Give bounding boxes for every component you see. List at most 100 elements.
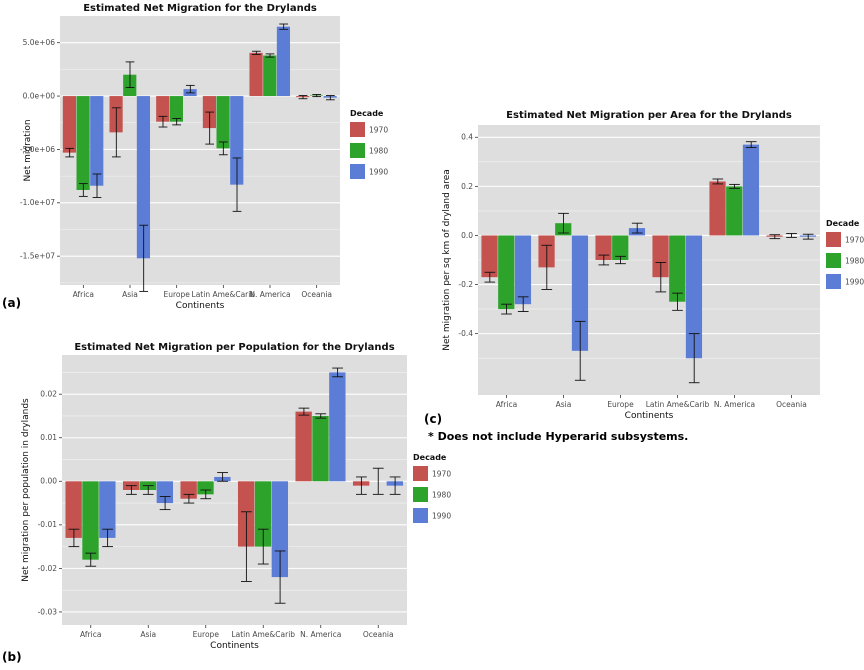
bar-N. America-1990 <box>329 372 346 482</box>
bar-Europe-1980 <box>169 96 184 122</box>
plot-panel <box>60 16 340 285</box>
x-tick-label: Asia <box>140 630 156 639</box>
bar-Europe-1980 <box>197 481 214 495</box>
legend-label-1970: 1970 <box>845 235 864 244</box>
bar-Europe-1970 <box>156 96 170 122</box>
x-axis-title: Continents <box>176 301 225 311</box>
legend-title: Decade <box>350 109 384 118</box>
y-tick-label: 0.4 <box>461 133 473 142</box>
x-tick-label: Africa <box>73 290 94 299</box>
x-axis-title: Continents <box>625 411 674 421</box>
legend-label-1990: 1990 <box>432 511 451 520</box>
x-tick-label: Asia <box>556 400 572 409</box>
y-tick-label: -5.0e+06 <box>20 145 55 154</box>
chart-title: Estimated Net Migration per Area for the… <box>506 110 792 121</box>
bar-Europe-1970 <box>595 235 612 260</box>
bar-Africa-1970 <box>62 96 76 153</box>
x-tick-label: Africa <box>496 400 517 409</box>
y-axis-title: Net migration per sq km of dryland area <box>442 169 452 351</box>
bar-Africa-1980 <box>76 96 90 190</box>
legend-label-1980: 1980 <box>369 146 388 155</box>
y-tick-label: 0.00 <box>40 477 57 486</box>
x-tick-label: Europe <box>163 290 190 299</box>
bar-N. America-1970 <box>249 52 263 97</box>
bar-N. America-1990 <box>742 144 760 236</box>
y-tick-label: 0.0 <box>461 231 473 240</box>
y-tick-label: -0.03 <box>38 607 58 616</box>
x-tick-label: Oceania <box>363 630 394 639</box>
x-tick-label: Latin Ame&Carib <box>646 400 710 409</box>
bar-Latin Ame&Carib-1990 <box>230 96 244 185</box>
y-tick-label: 0.2 <box>461 182 473 191</box>
x-tick-label: Africa <box>80 630 101 639</box>
footnote: * Does not include Hyperarid subsystems. <box>428 430 689 443</box>
bar-Latin Ame&Carib-1980 <box>669 235 686 302</box>
panel-label-b: (b) <box>2 650 22 664</box>
bar-Asia-1990 <box>136 96 151 259</box>
panel-label-a: (a) <box>2 296 22 310</box>
bar-N. America-1980 <box>263 55 277 97</box>
bar-N. America-1970 <box>295 411 312 482</box>
legend-key-1970 <box>413 466 428 481</box>
x-tick-label: N. America <box>714 400 755 409</box>
bar-Africa-1980 <box>82 481 99 560</box>
x-tick-label: Latin Ame&Carib <box>231 630 295 639</box>
bar-Africa-1970 <box>481 235 498 278</box>
chart-net-migration-per-area: 0.4 0.2 0.0 -0.2 -0.4 Africa Asia Europe Latin A… <box>440 108 864 434</box>
legend-key-1990 <box>350 164 365 179</box>
legend-key-1970 <box>826 232 841 247</box>
legend-key-1980 <box>350 143 365 158</box>
panel-label-c: (c) <box>424 412 443 426</box>
bar-N. America-1970 <box>709 181 726 236</box>
y-tick-label: -0.2 <box>458 280 473 289</box>
y-tick-label: -1.0e+07 <box>20 198 55 207</box>
x-tick-label: N. America <box>249 290 290 299</box>
legend-key-1970 <box>350 122 365 137</box>
bar-N. America-1980 <box>312 415 329 482</box>
bar-Africa-1990 <box>514 235 532 305</box>
y-tick-label: 5.0e+06 <box>23 38 56 47</box>
x-tick-label: Asia <box>122 290 138 299</box>
bar-Latin Ame&Carib-1980 <box>216 96 230 149</box>
bar-Asia-1990 <box>571 235 589 351</box>
bar-N. America-1990 <box>276 26 291 97</box>
chart-title: Estimated Net Migration per Population f… <box>74 342 394 353</box>
x-tick-label: Europe <box>607 400 634 409</box>
chart-title: Estimated Net Migration for the Drylands <box>83 3 317 14</box>
legend-key-1980 <box>413 487 428 502</box>
chart-c-svg: 0.4 0.2 0.0 -0.2 -0.4 Africa Asia Europe Latin A… <box>442 110 864 421</box>
bar-Latin Ame&Carib-1990 <box>271 481 289 578</box>
bar-Asia-1990 <box>156 481 174 504</box>
legend-title: Decade <box>413 453 447 462</box>
y-axis-title: Net migration <box>23 119 33 181</box>
x-tick-label: N. America <box>300 630 341 639</box>
chart-a-svg: 5.0e+06 0.0e+00 -5.0e+06 -1.0e+07 -1.5e+07 Af… <box>20 3 388 311</box>
legend-label-1980: 1980 <box>432 490 451 499</box>
legend-label-1990: 1990 <box>845 277 864 286</box>
bar-Latin Ame&Carib-1980 <box>254 481 272 547</box>
y-axis-title: Net migration per population in drylands <box>21 398 31 582</box>
legend-label-1990: 1990 <box>369 167 388 176</box>
bar-Africa-1990 <box>90 96 104 186</box>
y-tick-label: -0.01 <box>38 520 58 529</box>
y-tick-label: -1.5e+07 <box>20 252 55 261</box>
legend-title: Decade <box>826 219 860 228</box>
bar-Europe-1980 <box>612 235 629 260</box>
legend-label-1970: 1970 <box>432 469 451 478</box>
x-tick-label: Oceania <box>776 400 807 409</box>
bar-Africa-1990 <box>99 481 116 538</box>
legend-key-1990 <box>826 274 841 289</box>
bar-N. America-1980 <box>726 186 743 236</box>
y-tick-label: -0.02 <box>38 564 58 573</box>
x-tick-label: Oceania <box>301 290 332 299</box>
bar-Africa-1970 <box>65 481 82 538</box>
y-tick-label: 0.0e+00 <box>23 91 56 100</box>
legend-label-1970: 1970 <box>369 125 388 134</box>
legend-key-1990 <box>413 508 428 523</box>
y-tick-label: -0.4 <box>458 329 473 338</box>
bar-Latin Ame&Carib-1970 <box>652 235 669 278</box>
bar-Latin Ame&Carib-1990 <box>685 235 703 359</box>
chart-net-migration: 5.0e+06 0.0e+00 -5.0e+06 -1.0e+07 -1.5e+07 Af… <box>20 0 412 322</box>
y-tick-label: 0.01 <box>40 433 57 442</box>
